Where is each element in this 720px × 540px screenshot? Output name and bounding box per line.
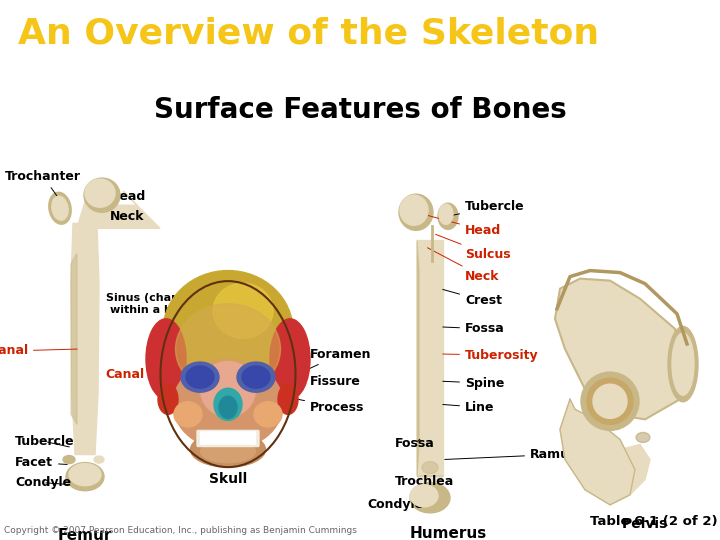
Text: Tuberosity: Tuberosity bbox=[443, 348, 539, 361]
Text: Crest: Crest bbox=[443, 289, 502, 307]
FancyBboxPatch shape bbox=[225, 432, 232, 444]
Ellipse shape bbox=[439, 204, 453, 224]
Ellipse shape bbox=[438, 203, 458, 230]
Ellipse shape bbox=[668, 326, 698, 402]
Ellipse shape bbox=[200, 441, 256, 463]
Ellipse shape bbox=[399, 194, 433, 231]
Polygon shape bbox=[417, 240, 419, 476]
Ellipse shape bbox=[410, 483, 450, 513]
Ellipse shape bbox=[49, 192, 71, 224]
Ellipse shape bbox=[587, 378, 633, 424]
Ellipse shape bbox=[181, 362, 219, 392]
Ellipse shape bbox=[636, 433, 650, 442]
Ellipse shape bbox=[158, 384, 178, 414]
Ellipse shape bbox=[191, 432, 266, 467]
Text: Neck: Neck bbox=[428, 248, 500, 283]
Polygon shape bbox=[77, 191, 160, 228]
Text: An Overview of the Skeleton: An Overview of the Skeleton bbox=[18, 17, 599, 51]
Text: Surface Features of Bones: Surface Features of Bones bbox=[153, 96, 567, 124]
Text: Copyright © 2007 Pearson Education, Inc., publishing as Benjamin Cummings: Copyright © 2007 Pearson Education, Inc.… bbox=[4, 526, 357, 535]
Ellipse shape bbox=[278, 384, 298, 414]
Ellipse shape bbox=[84, 178, 120, 212]
Text: Fossa: Fossa bbox=[443, 322, 505, 335]
Text: Pelvis: Pelvis bbox=[622, 517, 668, 531]
Ellipse shape bbox=[69, 464, 101, 485]
Text: Canal: Canal bbox=[0, 345, 77, 357]
Ellipse shape bbox=[85, 179, 115, 207]
Ellipse shape bbox=[186, 366, 214, 388]
Ellipse shape bbox=[270, 319, 310, 399]
Polygon shape bbox=[417, 240, 443, 476]
Text: Foramen: Foramen bbox=[251, 348, 372, 396]
Text: Facet: Facet bbox=[15, 456, 67, 469]
Text: Head: Head bbox=[96, 190, 146, 202]
FancyBboxPatch shape bbox=[248, 432, 256, 444]
Ellipse shape bbox=[410, 485, 438, 507]
Ellipse shape bbox=[176, 303, 281, 394]
FancyBboxPatch shape bbox=[233, 432, 240, 444]
Ellipse shape bbox=[254, 402, 282, 427]
Text: Fossa: Fossa bbox=[395, 437, 435, 450]
Ellipse shape bbox=[63, 456, 75, 464]
Polygon shape bbox=[71, 224, 99, 455]
Text: Trochanter: Trochanter bbox=[5, 170, 81, 201]
Text: Line: Line bbox=[443, 401, 495, 414]
FancyBboxPatch shape bbox=[200, 432, 207, 444]
Text: Condyle: Condyle bbox=[367, 498, 430, 511]
FancyBboxPatch shape bbox=[240, 432, 248, 444]
Ellipse shape bbox=[581, 372, 639, 430]
Text: Head: Head bbox=[419, 213, 501, 237]
Text: Condyle: Condyle bbox=[15, 476, 71, 489]
Ellipse shape bbox=[237, 362, 275, 392]
Ellipse shape bbox=[593, 384, 627, 418]
Ellipse shape bbox=[219, 396, 237, 419]
Ellipse shape bbox=[672, 333, 694, 395]
Text: Sulcus: Sulcus bbox=[436, 234, 510, 261]
Polygon shape bbox=[71, 253, 77, 424]
Ellipse shape bbox=[174, 402, 202, 427]
Text: Tubercle: Tubercle bbox=[15, 435, 75, 448]
Polygon shape bbox=[77, 191, 94, 228]
Text: Neck: Neck bbox=[91, 207, 145, 223]
Polygon shape bbox=[555, 279, 685, 420]
Text: Fissure: Fissure bbox=[249, 375, 361, 388]
FancyBboxPatch shape bbox=[217, 432, 223, 444]
Ellipse shape bbox=[214, 388, 242, 420]
FancyBboxPatch shape bbox=[209, 432, 215, 444]
Text: Femur: Femur bbox=[58, 528, 112, 540]
FancyBboxPatch shape bbox=[197, 430, 259, 447]
Ellipse shape bbox=[173, 359, 283, 449]
Text: Tubercle: Tubercle bbox=[451, 200, 525, 215]
Text: Table 6-1 (2 of 2): Table 6-1 (2 of 2) bbox=[590, 515, 718, 528]
Ellipse shape bbox=[94, 456, 104, 463]
Ellipse shape bbox=[400, 195, 428, 225]
Ellipse shape bbox=[213, 283, 273, 339]
Text: Spine: Spine bbox=[443, 377, 505, 390]
Text: Skull: Skull bbox=[209, 471, 247, 485]
Text: Trochlea: Trochlea bbox=[395, 475, 454, 488]
Ellipse shape bbox=[422, 462, 438, 474]
Ellipse shape bbox=[52, 196, 68, 220]
Ellipse shape bbox=[146, 319, 186, 399]
Text: Ramus: Ramus bbox=[445, 448, 577, 461]
Text: Humerus: Humerus bbox=[410, 526, 487, 540]
Text: Sinus (chamber
within a bone): Sinus (chamber within a bone) bbox=[107, 293, 215, 336]
Text: Process: Process bbox=[291, 398, 364, 414]
Ellipse shape bbox=[163, 271, 293, 391]
Ellipse shape bbox=[66, 463, 104, 491]
Polygon shape bbox=[610, 444, 650, 505]
Ellipse shape bbox=[200, 362, 256, 417]
Ellipse shape bbox=[242, 366, 270, 388]
Polygon shape bbox=[560, 399, 635, 505]
Text: Canal: Canal bbox=[106, 368, 167, 381]
Polygon shape bbox=[417, 476, 443, 484]
